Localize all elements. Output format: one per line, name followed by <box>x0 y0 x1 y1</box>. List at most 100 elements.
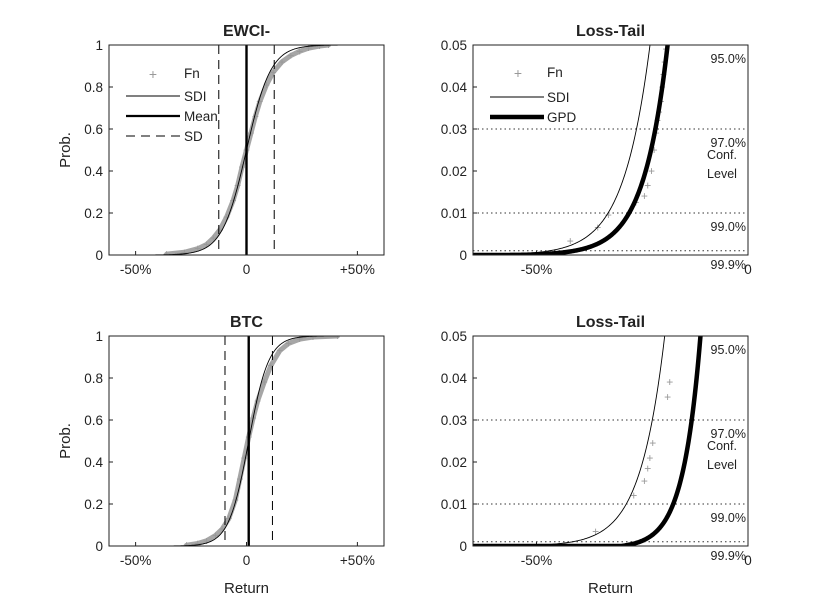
plot-frame <box>108 44 385 256</box>
axis-ticks: -50% 0 +50% 0 0.2 0.4 0.6 0.8 1 <box>84 329 375 568</box>
ecdf-point: + <box>325 38 332 52</box>
ecdf-point: + <box>232 493 239 507</box>
ecdf-point: + <box>223 210 230 224</box>
y-tick-label: 0.8 <box>84 80 103 95</box>
x-tick-label: -50% <box>521 262 553 277</box>
y-tick-label: 0.04 <box>441 80 468 95</box>
y-tick-label: 0 <box>95 248 103 263</box>
ecdf-point: + <box>270 65 277 79</box>
axis-ticks: -50% 0 0 0.01 0.02 0.03 0.04 0.05 <box>441 38 752 277</box>
y-tick-label: 0.02 <box>441 164 467 179</box>
confidence-label: 99.9% <box>711 258 746 272</box>
ecdf-point: + <box>296 44 303 58</box>
panel-btc-cdf: BTC Prob. Return -50% 0 +50% 0 0.2 0.4 0.6 0.8 1… <box>57 314 385 597</box>
tail-point: + <box>641 474 648 488</box>
ecdf-point: + <box>241 451 248 465</box>
x-axis-label: Return <box>224 580 269 597</box>
confidence-title: Level <box>707 458 737 472</box>
y-tick-label: 0 <box>459 248 467 263</box>
ecdf-point: + <box>261 375 268 389</box>
legend: + Fn SDI Mean SD <box>126 66 218 144</box>
plot-frame <box>108 335 385 547</box>
legend-label-sdi: SDI <box>184 89 207 104</box>
tail-point: + <box>641 189 648 203</box>
ecdf-point: + <box>163 247 170 261</box>
confidence-title: Level <box>707 167 737 181</box>
confidence-label: 99.9% <box>711 549 746 563</box>
x-axis-label: Return <box>588 580 633 597</box>
panel-ewci-cdf: EWCI- Prob. -50% 0 +50%00.20.40.60.81 + + + +… <box>57 23 385 277</box>
y-tick-label: 0.01 <box>441 206 467 221</box>
y-axis-label: Prob. <box>57 132 74 168</box>
ecdf-markers: +++++++++++++++++++ <box>183 329 341 552</box>
x-tick-label: 0 <box>243 262 251 277</box>
ecdf-point: + <box>334 329 341 343</box>
panel-ewci-loss-tail: Loss-Tail -50% 0 0 0.01 0.02 0.03 0.04 0.05 95.… <box>441 23 752 277</box>
ecdf-point: + <box>219 522 226 536</box>
y-tick-label: 0.03 <box>441 122 467 137</box>
x-tick-label: -50% <box>521 553 553 568</box>
tail-point: + <box>644 179 651 193</box>
ecdf-point: + <box>210 231 217 245</box>
y-tick-label: 0.4 <box>84 455 103 470</box>
tail-point: + <box>567 234 574 248</box>
ecdf-point: + <box>230 193 237 207</box>
legend-label-mean: Mean <box>184 109 218 124</box>
axis-ticks: -50% 0 +50% 0 0.2 0.4 0.6 0.8 1 <box>84 38 375 277</box>
y-tick-label: 0.02 <box>441 455 467 470</box>
legend: + Fn SDI GPD <box>490 65 577 125</box>
x-tick-label: 0 <box>243 553 251 568</box>
ecdf-point: + <box>212 529 219 543</box>
ecdf-point: + <box>256 95 263 109</box>
legend-label-sdi: SDI <box>547 90 570 105</box>
tail-point: + <box>646 451 653 465</box>
legend-marker-fn: + <box>149 66 157 82</box>
y-tick-label: 0.8 <box>84 371 103 386</box>
y-tick-label: 0.01 <box>441 497 467 512</box>
confidence-levels: 95.0% 97.0% 99.0% 99.9% Conf. Level <box>473 335 748 563</box>
confidence-label: 95.0% <box>711 343 746 357</box>
y-tick-label: 0.4 <box>84 164 103 179</box>
tail-point: + <box>630 489 637 503</box>
legend-label-sd: SD <box>184 129 203 144</box>
y-axis-label: Prob. <box>57 423 74 459</box>
confidence-label: 99.0% <box>711 220 746 234</box>
plot-frame <box>472 335 749 547</box>
ecdf-point: + <box>296 332 303 346</box>
tail-markers: ++++++++ <box>592 375 673 538</box>
confidence-title: Conf. <box>707 439 737 453</box>
ecdf-point: + <box>263 78 270 92</box>
ecdf-band-path <box>184 336 340 546</box>
ecdf-point: + <box>194 536 201 550</box>
x-tick-label: +50% <box>340 553 375 568</box>
x-tick-label: +50% <box>340 262 375 277</box>
panel-btc-loss-tail: Loss-Tail Return -50% 0 0 0.01 0.02 0.03 0.04 0… <box>441 314 752 597</box>
y-tick-label: 0.6 <box>84 413 103 428</box>
tail-point: + <box>644 461 651 475</box>
tail-point: + <box>649 436 656 450</box>
ecdf-point: + <box>287 49 294 63</box>
legend-label-fn: Fn <box>184 66 200 81</box>
ecdf-point: + <box>316 39 323 53</box>
confidence-title: Conf. <box>707 148 737 162</box>
ecdf-point: + <box>252 109 259 123</box>
ecdf-point: + <box>254 394 261 408</box>
y-tick-label: 0.2 <box>84 206 103 221</box>
ecdf-point: + <box>239 160 246 174</box>
ecdf-point: + <box>203 534 210 548</box>
confidence-label: 97.0% <box>711 136 746 150</box>
ecdf-point: + <box>194 242 201 256</box>
confidence-label: 95.0% <box>711 52 746 66</box>
ecdf-point: + <box>183 538 190 552</box>
ecdf-point: + <box>276 344 283 358</box>
ecdf-point: + <box>216 223 223 237</box>
plot-frame <box>472 44 749 256</box>
y-tick-label: 0 <box>95 539 103 554</box>
legend-label-gpd: GPD <box>547 110 577 125</box>
ecdf-point: + <box>181 245 188 259</box>
tail-point: + <box>605 208 612 222</box>
ecdf-point: + <box>310 330 317 344</box>
panel-title: Loss-Tail <box>576 23 645 40</box>
y-tick-label: 0.03 <box>441 413 467 428</box>
y-tick-label: 0.2 <box>84 497 103 512</box>
